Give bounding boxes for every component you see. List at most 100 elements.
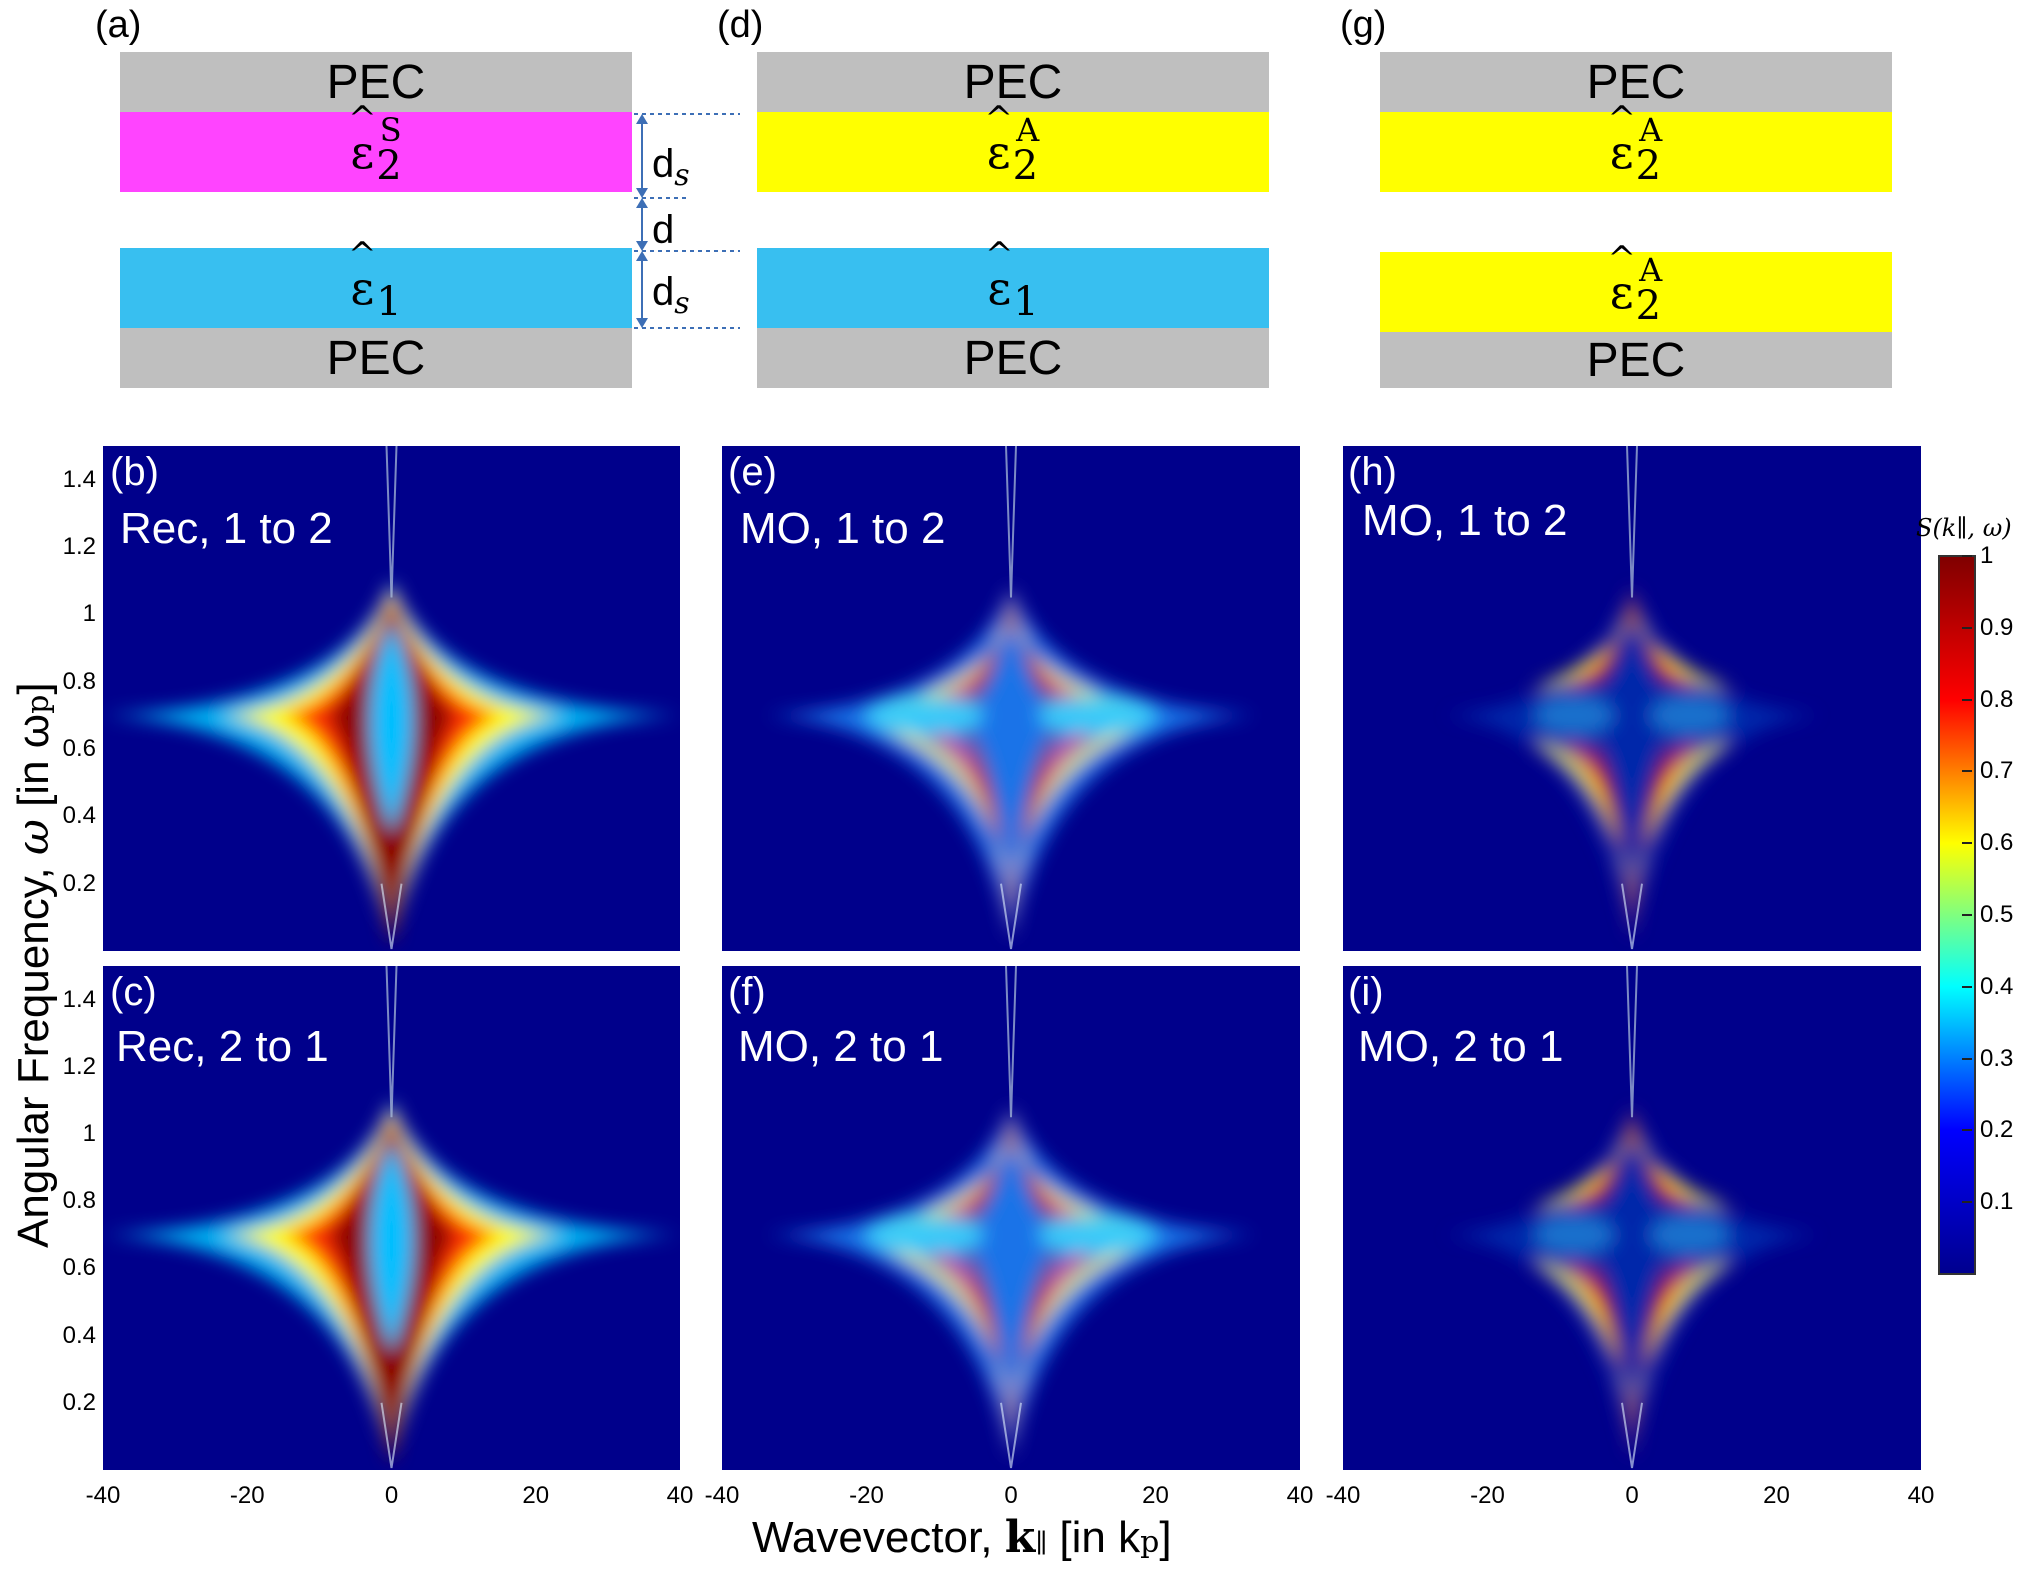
colorbar-tick-label: 0.2 [1980,1116,2014,1144]
eps-sup: A [1639,111,1663,149]
heatmap-band [103,1100,392,1464]
epsilon-2a-layer-d: ε2A [757,111,1269,192]
dimension-gap: d [652,208,675,252]
eps-sub: 2 [1635,283,1662,329]
panel-tag-c: (c) [110,970,157,1014]
heatmap-panel-e [722,446,1300,951]
panel-tag-i: (i) [1348,970,1384,1014]
heatmap-band-upper [1011,1107,1098,1229]
epsilon-2a-layer-g-lower: ε2A [1380,251,1892,332]
x-tick-label: -20 [849,1482,884,1509]
colorbar-tick-mark [1962,1057,1972,1060]
eps-symbol: ε [1610,265,1634,319]
heatmap-panel-b [103,446,680,951]
heatmap-halo [765,1107,1011,1457]
light-cone-top [385,966,398,1118]
eps-symbol: ε [350,261,374,315]
heatmap-band-lower [1011,1248,1061,1457]
heatmap-band-upper [878,587,1011,709]
panel-title-b: Rec, 1 to 2 [120,504,333,553]
heatmap-band-upper [1565,1107,1632,1208]
colorbar-tick-mark [1962,770,1972,773]
light-cone-top [1005,446,1017,598]
y-tick-label: 0.4 [62,1321,96,1349]
heatmap-band-lower [1532,742,1632,938]
colorbar-tick-label: 0.1 [1980,1188,2014,1216]
y-tick-label: 0.2 [62,869,96,897]
y-tick-label: 1.2 [62,533,96,560]
colorbar-tick-label: 0.3 [1980,1044,2014,1072]
panel-title-e: MO, 1 to 2 [740,504,946,553]
heatmap-band [391,580,680,945]
eps-symbol: ε [350,125,374,179]
light-cone-top [1626,966,1638,1118]
heatmap-band [391,1100,680,1464]
x-tick-label: 40 [1907,1482,1935,1509]
dimension-arrows [634,113,740,329]
heatmap-band-lower [1011,728,1061,938]
y-tick-label: 0.8 [62,667,96,695]
epsilon-1-layer-d: ε1 [757,248,1269,328]
heatmap-band-lower [1565,1261,1632,1457]
colorbar-tick-label: 0.5 [1980,901,2014,928]
heatmap-band-lower [924,1248,1011,1457]
y-tick-label: 0.6 [62,735,96,762]
y-tick-label: 0.2 [62,1388,96,1416]
x-tick-label: -20 [229,1482,265,1509]
light-cone-bottom [1621,883,1643,950]
panel-tag-b: (b) [110,450,159,494]
pec-bottom-d: PEC [757,328,1269,388]
light-cone-top [385,446,398,598]
eps-symbol: ε [1610,125,1634,179]
heatmap-band-lower [1632,1261,1732,1457]
eps-sub: 1 [376,279,402,325]
heatmap-band-upper [1632,587,1732,689]
x-tick-label: 0 [384,1482,399,1509]
colorbar-tick-mark [1962,1129,1972,1132]
heatmap-band-lower [1632,742,1674,938]
light-cone-bottom [380,883,403,950]
x-tick-label: -20 [1470,1482,1505,1509]
eps-sub: 1 [1013,279,1039,325]
panel-title-c: Rec, 2 to 1 [116,1022,329,1071]
y-tick-label: 1 [82,600,96,628]
epsilon-2a-layer-g-upper: ε2A [1380,111,1892,192]
eps-sub: 2 [1635,143,1662,189]
heatmap-band-lower [1590,742,1632,938]
heatmap-halo [1011,1107,1257,1457]
heatmap-band-upper [1532,1107,1632,1208]
heatmap-bridge [1037,1214,1158,1255]
colorbar-tick-label: 0.6 [1980,829,2014,857]
eps-sub: 2 [376,143,402,189]
heatmap-band-upper [1011,587,1061,709]
colorbar-tick-label: 0.4 [1980,972,2014,1000]
colorbar-tick-label: 1 [1980,542,1994,569]
light-cone-bottom [1000,1402,1022,1469]
heatmap-bridge [1534,1214,1615,1255]
y-axis-label: Angular Frequency, ω [in ωp] [8,682,59,1248]
panel-tag-h: (h) [1348,450,1397,494]
heatmap-band-lower [1632,1261,1699,1457]
light-cone-top [1005,966,1017,1118]
x-tick-label: 20 [1763,1482,1790,1509]
y-tick-label: 1.2 [62,1052,96,1080]
y-tick-label: 0.6 [62,1254,96,1282]
colorbar-tick-mark [1962,1201,1972,1204]
y-tick-label: 1.4 [62,985,96,1013]
x-tick-label: 40 [1286,1482,1314,1509]
eps-sup: A [1639,251,1663,289]
heatmap-bridge [864,1214,985,1255]
dimension-ds-bottom: ds [652,270,690,321]
pec-top-d: PEC [757,52,1269,112]
x-tick-label: 40 [666,1482,694,1509]
x-tick-label: -40 [85,1482,121,1509]
heatmap-band-upper [924,587,1011,709]
colorbar-tick-mark [1962,555,1972,557]
x-tick-label: 0 [1004,1482,1018,1509]
eps-sup: S [379,111,402,149]
colorbar-label: S(k∥, ω) [1916,514,2012,542]
heatmap-band-upper [1632,1107,1732,1208]
heatmap-band-lower [924,728,1011,938]
panel-title-f: MO, 2 to 1 [738,1022,944,1071]
heatmap-band-upper [1565,587,1632,689]
